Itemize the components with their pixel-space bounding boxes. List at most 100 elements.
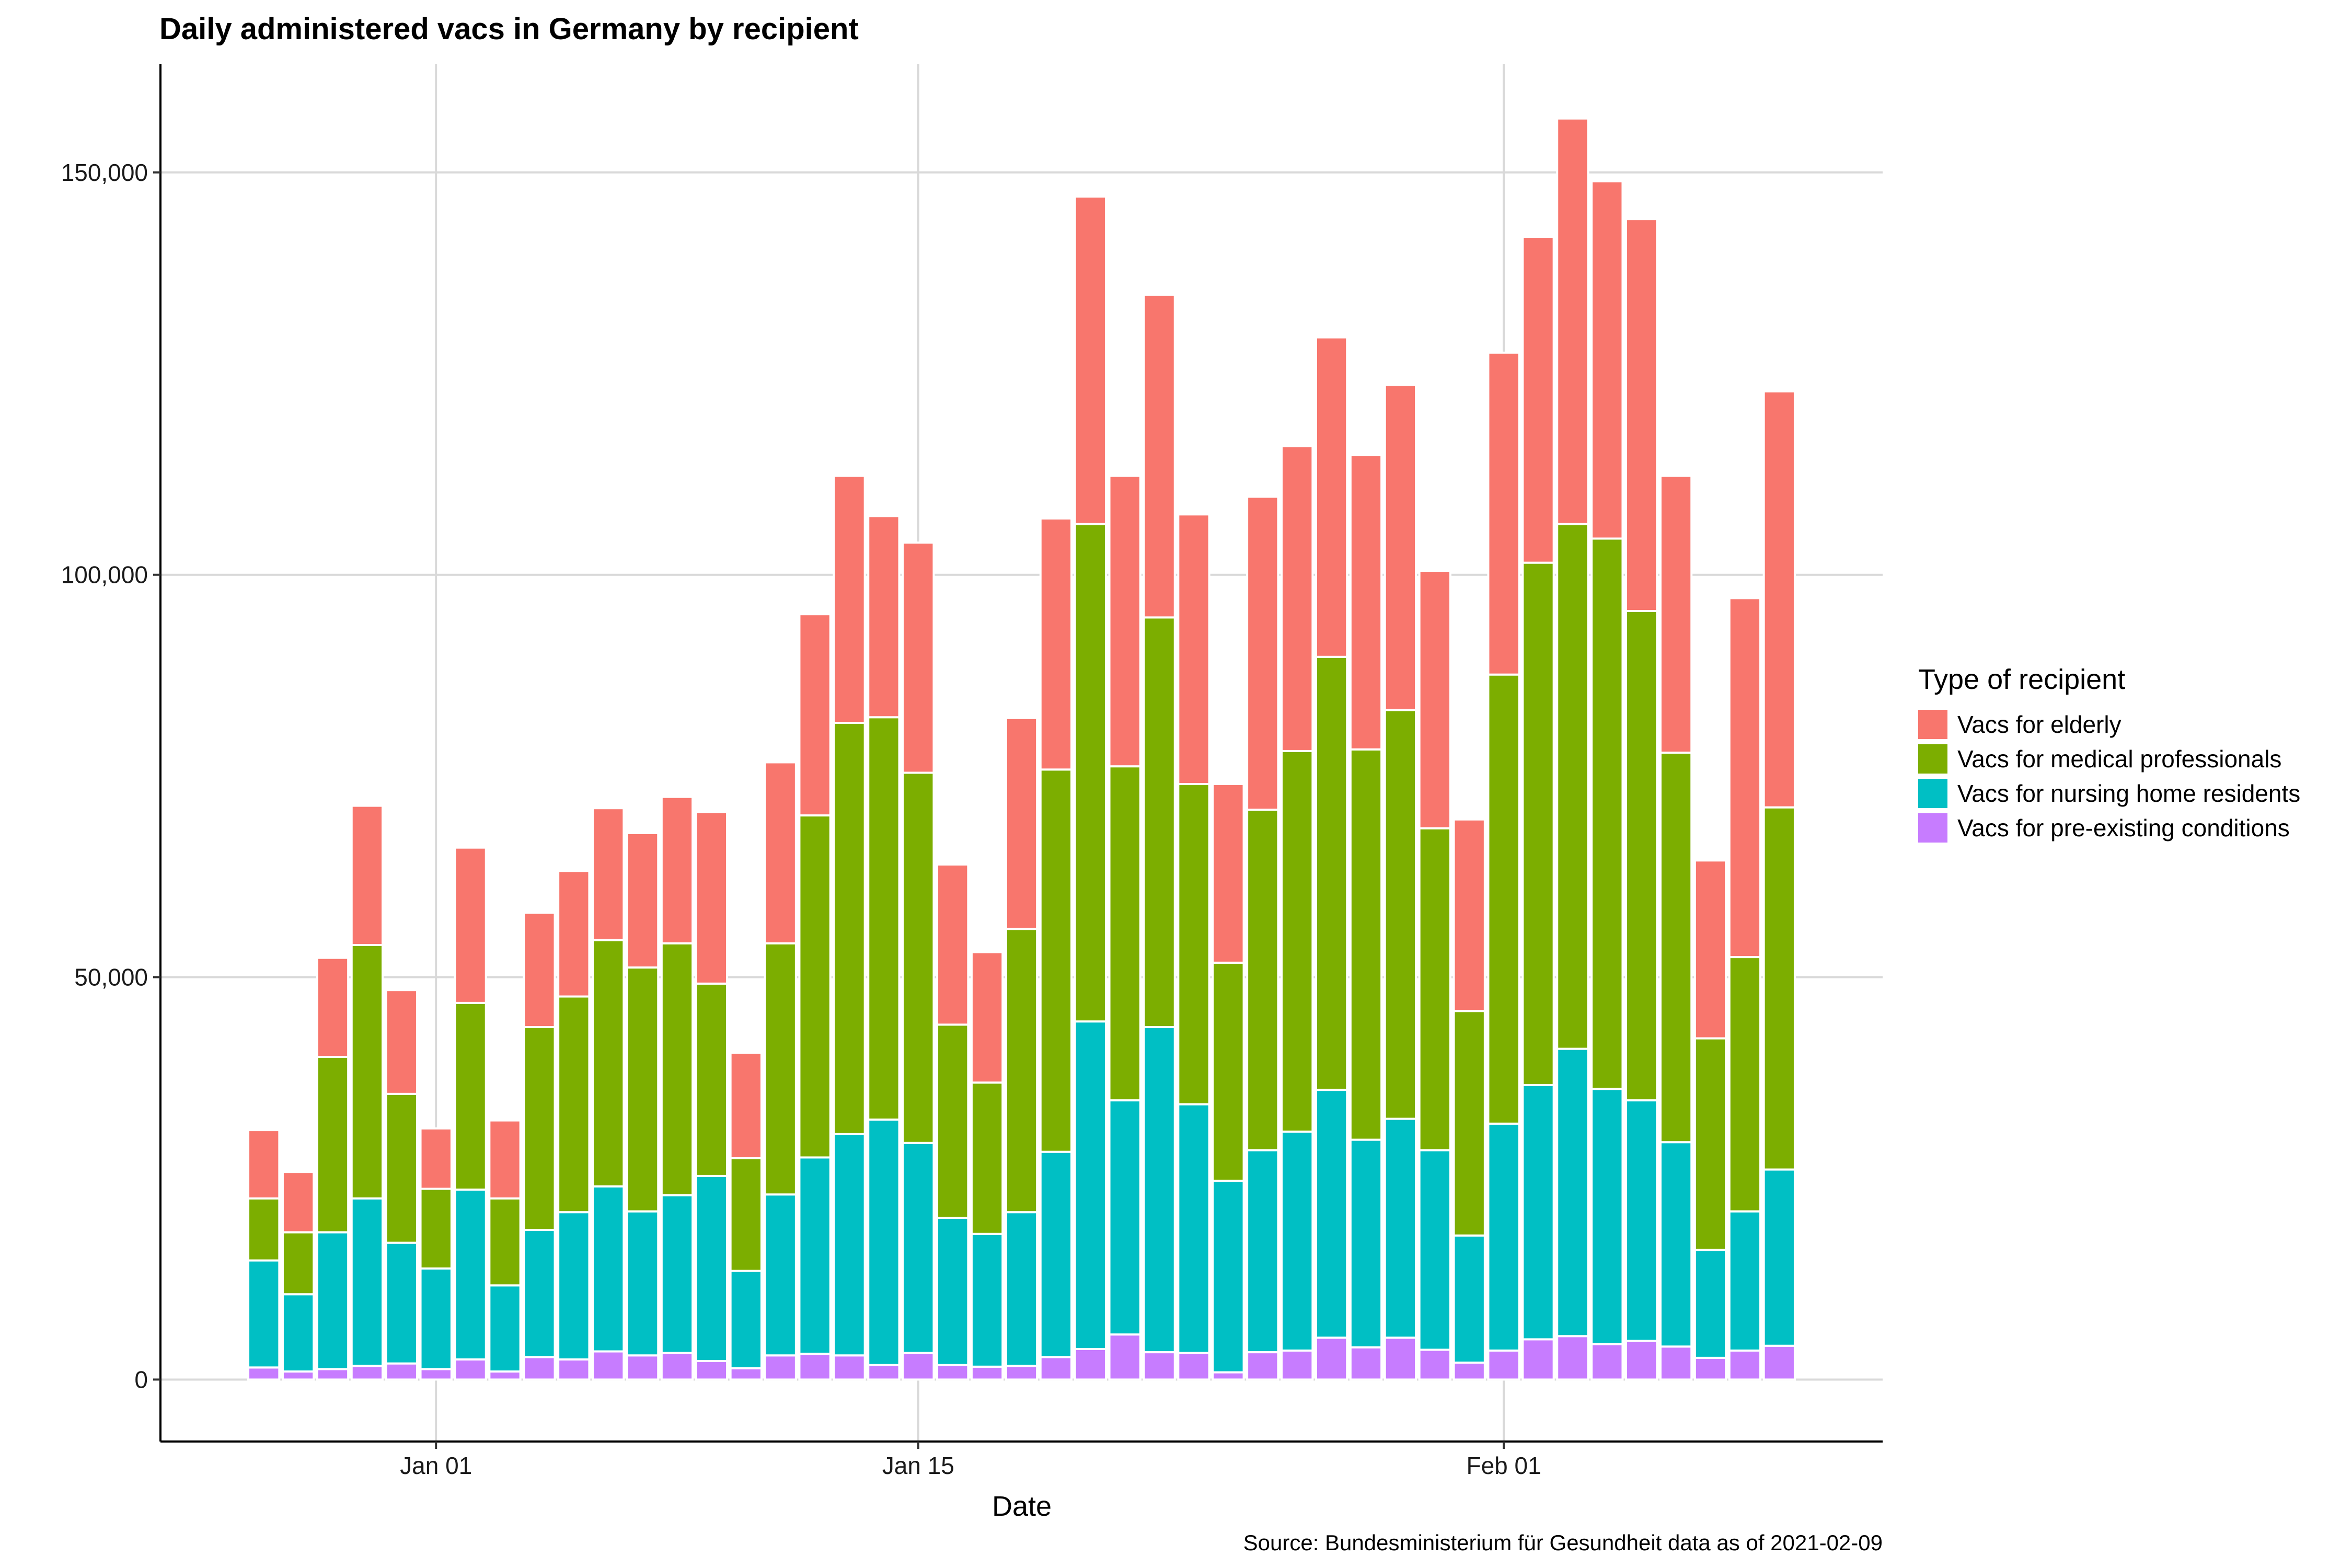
bar-segment <box>1418 1348 1451 1381</box>
bar-segment <box>419 1267 453 1370</box>
bar-segment <box>867 1364 901 1381</box>
y-tick-label: 50,000 <box>74 964 148 991</box>
bar-segment <box>557 870 591 998</box>
bar-segment <box>592 1350 625 1381</box>
bar-segment <box>1039 1150 1073 1358</box>
bar-segment <box>1074 1347 1107 1381</box>
bar-segment <box>1143 616 1176 1029</box>
bar-segment <box>833 1354 866 1381</box>
bar-segment <box>798 1156 832 1355</box>
bar-segment <box>385 989 418 1095</box>
bar-segment <box>350 1197 384 1367</box>
bar-segment <box>1762 390 1796 809</box>
bar-segment <box>1039 1356 1073 1381</box>
bar-segment <box>1177 1103 1210 1354</box>
bar-segment <box>626 832 660 969</box>
bar-segment <box>454 1001 487 1191</box>
bar-segment <box>1039 517 1073 771</box>
bar-segment <box>523 1026 556 1231</box>
bar-segment <box>454 1358 487 1381</box>
bar-segment <box>1074 1020 1107 1350</box>
bar-segment <box>798 613 832 817</box>
bar-segment <box>350 804 384 946</box>
bar-segment <box>1005 1365 1039 1381</box>
bar-segment <box>592 807 625 941</box>
bar-segment <box>1074 523 1107 1023</box>
bar-segment <box>798 1353 832 1381</box>
bar-segment <box>281 1293 315 1373</box>
bar-segment <box>970 1081 1004 1235</box>
bar-segment <box>1556 1335 1589 1381</box>
bar-segment <box>316 1368 350 1381</box>
bar-segment <box>1728 597 1762 959</box>
bar-segment <box>1659 752 1693 1144</box>
bar-segment <box>1728 956 1762 1213</box>
bar-segment <box>316 1231 350 1370</box>
legend-label: Vacs for medical professionals <box>1957 745 2281 773</box>
bar-segment <box>1349 454 1383 751</box>
bar-segment <box>936 863 970 1026</box>
bar-segment <box>1108 1099 1142 1336</box>
bar-segment <box>1728 1210 1762 1352</box>
bar-segment <box>1246 495 1279 811</box>
bar-segment <box>1005 1211 1039 1367</box>
bar-segment <box>385 1362 418 1381</box>
x-tick-label: Feb 01 <box>1466 1452 1541 1479</box>
chart-title: Daily administered vacs in Germany by re… <box>159 12 859 46</box>
tick-labels: 0 50,000 100,000 150,000 Jan 01 Jan 15 Feb 01 <box>61 159 1541 1479</box>
bar-segment <box>350 1365 384 1381</box>
bar-segment <box>1693 1037 1727 1251</box>
bar-segment <box>729 1367 763 1381</box>
bar-segment <box>936 1364 970 1381</box>
bar-segment <box>1005 928 1039 1214</box>
bar-segment <box>695 1360 729 1381</box>
bar-segment <box>970 1365 1004 1381</box>
bar-segment <box>1315 336 1348 658</box>
bar-segment <box>764 761 797 944</box>
bar-segment <box>833 722 866 1135</box>
bar-segment <box>523 1229 556 1358</box>
bar-segment <box>1762 806 1796 1171</box>
bar-segment <box>1625 610 1658 1102</box>
bar-segment <box>1281 1131 1314 1352</box>
bar-segment <box>1452 1010 1486 1237</box>
legend-label: Vacs for pre-existing conditions <box>1957 814 2290 841</box>
bar-segment <box>419 1127 453 1190</box>
bar-segment <box>488 1197 522 1287</box>
bar-segment <box>247 1129 281 1200</box>
bar-segment <box>1762 1168 1796 1347</box>
bar-segment <box>1281 1350 1314 1381</box>
bar-segment <box>1246 809 1279 1151</box>
bar-segment <box>1625 218 1658 613</box>
legend-swatch <box>1918 779 1947 808</box>
bar-segment <box>660 942 694 1196</box>
bar-segment <box>557 1358 591 1381</box>
bar-segment <box>1728 1350 1762 1381</box>
bar-segment <box>557 1211 591 1361</box>
bar-segment <box>626 1354 660 1381</box>
bar-segment <box>1349 1346 1383 1381</box>
bar-segment <box>1108 765 1142 1102</box>
bar-segment <box>1005 717 1039 930</box>
bar-segment <box>729 1157 763 1272</box>
bar-segment <box>1693 1356 1727 1381</box>
caption: Source: Bundesministerium für Gesundheit… <box>1243 1530 1883 1555</box>
bar-segment <box>936 1023 970 1219</box>
bar-segment <box>970 951 1004 1084</box>
bar-segment <box>867 515 901 719</box>
bar-segment <box>1659 1345 1693 1381</box>
bar-segment <box>1246 1351 1279 1381</box>
bar-segment <box>1383 384 1417 711</box>
x-tick-label: Jan 15 <box>882 1452 954 1479</box>
bar-segment <box>1625 1099 1658 1342</box>
bar-segment <box>1418 570 1451 829</box>
bar-segment <box>902 771 935 1144</box>
bar-segment <box>1143 1351 1176 1381</box>
x-axis-title: Date <box>992 1491 1052 1522</box>
bar-segment <box>419 1368 453 1381</box>
bar-segment <box>1315 1089 1348 1339</box>
bar-segment <box>1521 236 1555 564</box>
legend: Type of recipient Vacs for elderly Vacs f… <box>1918 664 2300 843</box>
bar-segment <box>1281 445 1314 752</box>
legend-swatch <box>1918 710 1947 739</box>
